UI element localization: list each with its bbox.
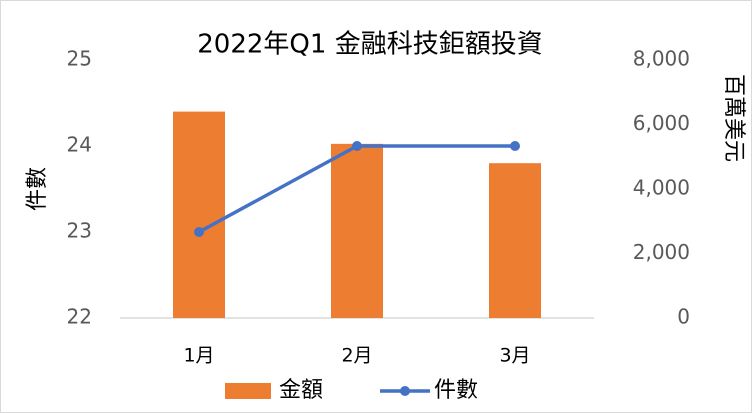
legend-label: 件數: [434, 378, 478, 403]
y2-tick-label: 8,000: [633, 47, 690, 71]
y-tick-label: 23: [67, 219, 92, 243]
x-tick-label: 1月: [183, 345, 214, 367]
x-tick-label: 3月: [499, 345, 530, 367]
bar: [489, 163, 541, 318]
y2-tick-label: 2,000: [633, 240, 690, 264]
y2-tick-label: 0: [677, 305, 690, 329]
y2-tick-label: 6,000: [633, 111, 690, 135]
line-point: [510, 141, 520, 151]
legend-swatch: [225, 383, 271, 399]
line-point: [194, 227, 204, 237]
legend-swatch-point: [400, 386, 410, 396]
bar: [173, 111, 225, 318]
y-tick-label: 24: [67, 133, 92, 157]
bar: [331, 143, 383, 318]
y-tick-label: 25: [67, 47, 92, 71]
line-point: [352, 141, 362, 151]
x-tick-label: 2月: [341, 345, 372, 367]
y-tick-label: 22: [67, 305, 92, 329]
y-axis-label: 件數: [25, 167, 50, 211]
legend-label: 金額: [279, 378, 323, 403]
chart-title: 2022年Q1 金融科技鉅額投資: [197, 30, 542, 60]
y2-tick-label: 4,000: [633, 176, 690, 200]
y2-axis-label: 百萬美元: [721, 74, 746, 162]
